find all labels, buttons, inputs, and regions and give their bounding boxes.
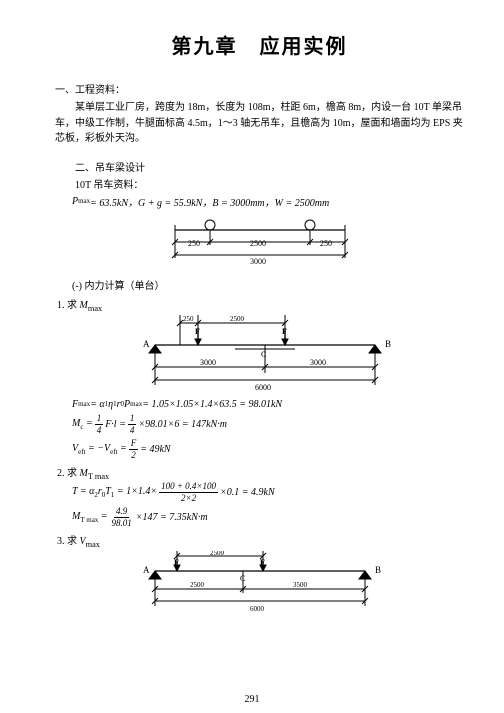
dim-3000l: 3000 [200, 358, 216, 367]
formula-pmax: Pmax = 63.5kN，G + g = 55.9kN，B = 3000mm，… [72, 194, 464, 209]
support-b: B [385, 339, 391, 349]
figure-vmax: 2500 F F A B C 2500 3500 6000 [135, 551, 385, 613]
label-mmax: 1. 求 Mmax [57, 296, 464, 313]
support-a: A [143, 339, 150, 349]
f3-a: A [143, 565, 150, 575]
chapter-title: 第九章 应用实例 [55, 30, 464, 59]
dim-2500: 2500 [230, 315, 245, 323]
project-description: 某单层工业厂房，跨度为 18m，长度为 108m，柱距 6m，檐高 8m，内设一… [55, 100, 464, 147]
formula-veft: Veft = −Veft = F2 = 49kN [72, 439, 464, 460]
svg-text:F: F [195, 327, 200, 336]
formula-mtmax: MT max = 4.998.01 ×147 = 7.35kN·m [72, 507, 464, 528]
dim-250: 250 [183, 315, 194, 323]
figure-crane-wheel: 250 2500 250 3000 [155, 213, 365, 271]
figure-mmax: 250 2500 F F A B C 3000 3000 6000 [135, 315, 395, 393]
dim-mid: 2500 [250, 239, 266, 248]
f3-b: B [375, 565, 381, 575]
formula-fmax: Fmax = α1η1r0Pmax = 1.05×1.05×1.4×63.5 =… [72, 399, 464, 410]
svg-text:F: F [174, 558, 179, 567]
f3-6000: 6000 [250, 605, 265, 613]
f3-3500: 3500 [293, 581, 308, 589]
dim-6000: 6000 [255, 383, 271, 392]
dim-bottom: 3000 [250, 257, 266, 266]
formula-mc: Mc = 14 F·l = 14 ×98.01×6 = 147kN·m [72, 414, 464, 435]
label-mtmax: 2. 求 MT max [57, 464, 464, 481]
page-number: 291 [0, 694, 504, 705]
dim-left: 250 [188, 239, 200, 248]
label-vmax: 3. 求 Vmax [57, 532, 464, 549]
point-c: C [261, 350, 266, 359]
section-1-heading: 一、工程资料： [55, 81, 464, 96]
dim-right: 250 [320, 239, 332, 248]
f3-c: C [240, 574, 245, 583]
crane-spec-heading: 10T 吊车资料： [55, 176, 464, 191]
svg-text:F: F [260, 558, 265, 567]
dim-top-2500: 2500 [210, 551, 225, 557]
section-2-heading: 二、吊车梁设计 [55, 159, 464, 174]
internal-force-heading: (-) 内力计算（单台） [72, 277, 464, 292]
f3-2500: 2500 [190, 581, 205, 589]
svg-text:F: F [282, 327, 287, 336]
dim-3000r: 3000 [310, 358, 326, 367]
formula-t: T = α2r0T1 = 1×1.4× 100 + 0.4×1002×2 ×0.… [72, 482, 464, 503]
